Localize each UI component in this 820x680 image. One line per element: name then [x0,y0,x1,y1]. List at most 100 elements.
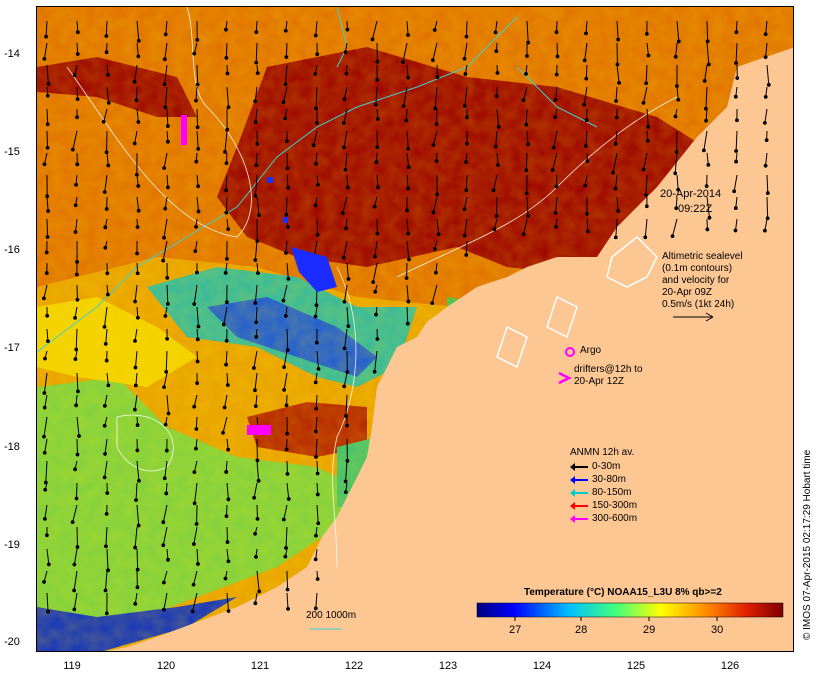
velocity-arrow-head [223,576,228,581]
velocity-arrow [192,592,198,612]
velocity-arrow-head [192,51,197,56]
velocity-arrow-head [45,533,49,538]
velocity-arrow-head [196,146,201,151]
velocity-arrow-head [255,71,260,75]
velocity-arrow-head [463,72,468,76]
velocity-arrow-head [102,423,107,428]
velocity-arrow [343,284,348,302]
velocity-arrow-head [74,496,79,501]
velocity-arrow-head [406,186,411,191]
velocity-arrow [105,328,108,344]
velocity-arrow-head [106,568,110,573]
velocity-arrow-head [735,76,740,80]
velocity-arrow-head [256,478,261,483]
velocity-arrow-head [283,313,288,318]
velocity-arrow-head [284,447,289,452]
velocity-arrow [434,86,438,109]
velocity-arrow-head [137,478,141,483]
colorbar-tick-label: 30 [711,624,724,636]
velocity-arrow-head [285,139,289,144]
velocity-arrow-head [433,106,438,111]
velocity-arrow-head [343,167,348,172]
velocity-arrow [104,174,108,193]
velocity-arrow [735,42,738,64]
velocity-arrow-head [613,142,618,146]
velocity-arrow [255,42,258,63]
velocity-arrow [495,20,498,33]
map-frame [36,6,794,652]
velocity-arrow-head [583,144,588,149]
velocity-arrow-head [644,193,648,197]
arrow-left-icon [570,462,588,471]
velocity-arrow-head [74,182,78,187]
velocity-arrow-head [194,159,199,164]
velocity-arrow [346,306,349,327]
velocity-arrow [134,130,138,144]
velocity-arrow-head [342,346,347,351]
velocity-arrow-head [766,82,771,87]
velocity-arrow-head [74,272,79,277]
velocity-arrow-head [192,302,197,306]
velocity-arrow-head [342,384,347,389]
velocity-arrow [254,284,258,304]
velocity-arrow-head [72,562,77,567]
velocity-arrow [44,504,48,519]
velocity-arrow [346,174,349,188]
argo-marker [565,347,575,357]
velocity-arrow [371,20,378,40]
velocity-arrow-head [253,404,258,409]
velocity-arrow-head [496,124,501,129]
colorbar-ticks [514,617,718,621]
velocity-arrow-head [135,225,140,229]
velocity-arrow-head [195,270,199,275]
colorbar-tick-label: 29 [643,624,656,636]
velocity-arrow-head [676,39,681,44]
velocity-arrow [46,592,49,612]
sst-map [37,7,793,651]
velocity-arrow-head [136,38,141,43]
velocity-arrow [105,20,108,37]
velocity-arrow [254,240,258,261]
velocity-arrow-head [283,82,288,87]
velocity-arrow-head [286,277,291,281]
velocity-arrow [406,284,409,302]
velocity-arrow-head [165,124,170,128]
velocity-arrow-head [254,320,259,325]
velocity-arrow-head [375,145,380,150]
velocity-arrow [195,86,198,101]
velocity-arrow-head [704,118,708,123]
velocity-arrow-head [372,369,377,374]
velocity-arrow-head [194,98,198,103]
y-tick-label: -14 [4,48,20,60]
velocity-arrow-head [162,476,167,481]
velocity-arrow [343,108,348,124]
velocity-arrow-head [106,72,110,77]
velocity-arrow [526,130,529,145]
velocity-arrow [706,20,709,42]
velocity-arrow-head [46,209,51,213]
velocity-arrow [374,240,378,257]
velocity-arrow [676,174,679,190]
velocity-arrow-head [253,193,258,198]
velocity-arrow [464,86,468,106]
velocity-arrow-head [226,609,231,613]
blue-drifter-track [267,177,337,292]
velocity-arrow-head [135,251,139,256]
velocity-arrow-head [674,149,679,154]
velocity-arrow [764,108,768,123]
velocity-arrow-head [42,516,47,521]
velocity-arrow-head [313,33,318,38]
velocity-arrow-head [44,34,48,39]
velocity-arrow [316,350,319,369]
velocity-arrow-head [75,52,80,56]
velocity-arrow-head [492,227,497,232]
velocity-arrow [73,548,78,565]
velocity-arrow-head [286,497,291,501]
velocity-arrow-head [136,120,141,124]
velocity-arrow [106,86,110,103]
velocity-arrow-head [163,105,168,110]
velocity-arrow [766,174,769,194]
velocity-arrow-head [165,336,170,341]
velocity-arrow-head [135,448,140,453]
x-tick-label: 126 [720,660,740,672]
